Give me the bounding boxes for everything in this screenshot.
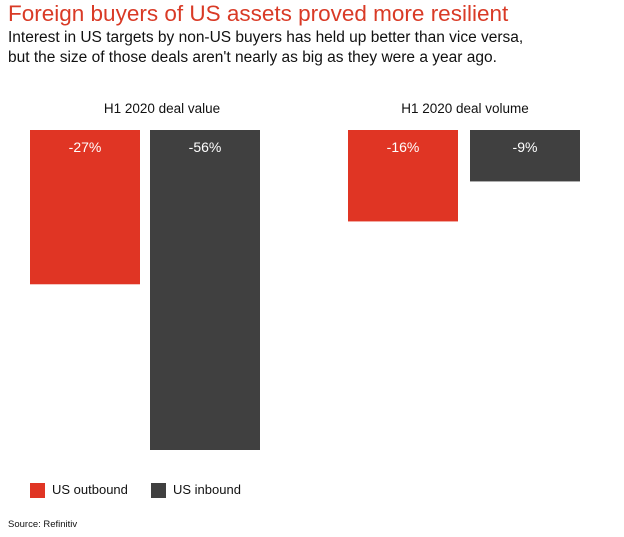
bar-us-outbound <box>30 130 140 285</box>
subtitle-line: Interest in US targets by non-US buyers … <box>8 29 524 46</box>
panel-title: H1 2020 deal volume <box>401 101 529 116</box>
subtitle-line: but the size of those deals aren't nearl… <box>8 49 497 66</box>
bar-value-label: -56% <box>189 139 222 155</box>
bar-us-inbound <box>150 130 260 450</box>
chart-panel: H1 2020 deal value -27% -56% <box>30 101 260 450</box>
chart-panel: H1 2020 deal volume -16% -9% <box>348 101 580 222</box>
bar-value-label: -16% <box>387 139 420 155</box>
bar-us-outbound <box>348 130 458 222</box>
bar-value-label: -27% <box>69 139 102 155</box>
bar-value-label: -9% <box>513 139 538 155</box>
chart-subtitle: Interest in US targets by non-US buyers … <box>8 28 620 68</box>
panel-title: H1 2020 deal value <box>104 101 220 116</box>
source-note: Source: Refinitiv <box>8 519 78 530</box>
bar-us-inbound <box>470 130 580 182</box>
chart-title: Foreign buyers of US assets proved more … <box>8 1 509 26</box>
